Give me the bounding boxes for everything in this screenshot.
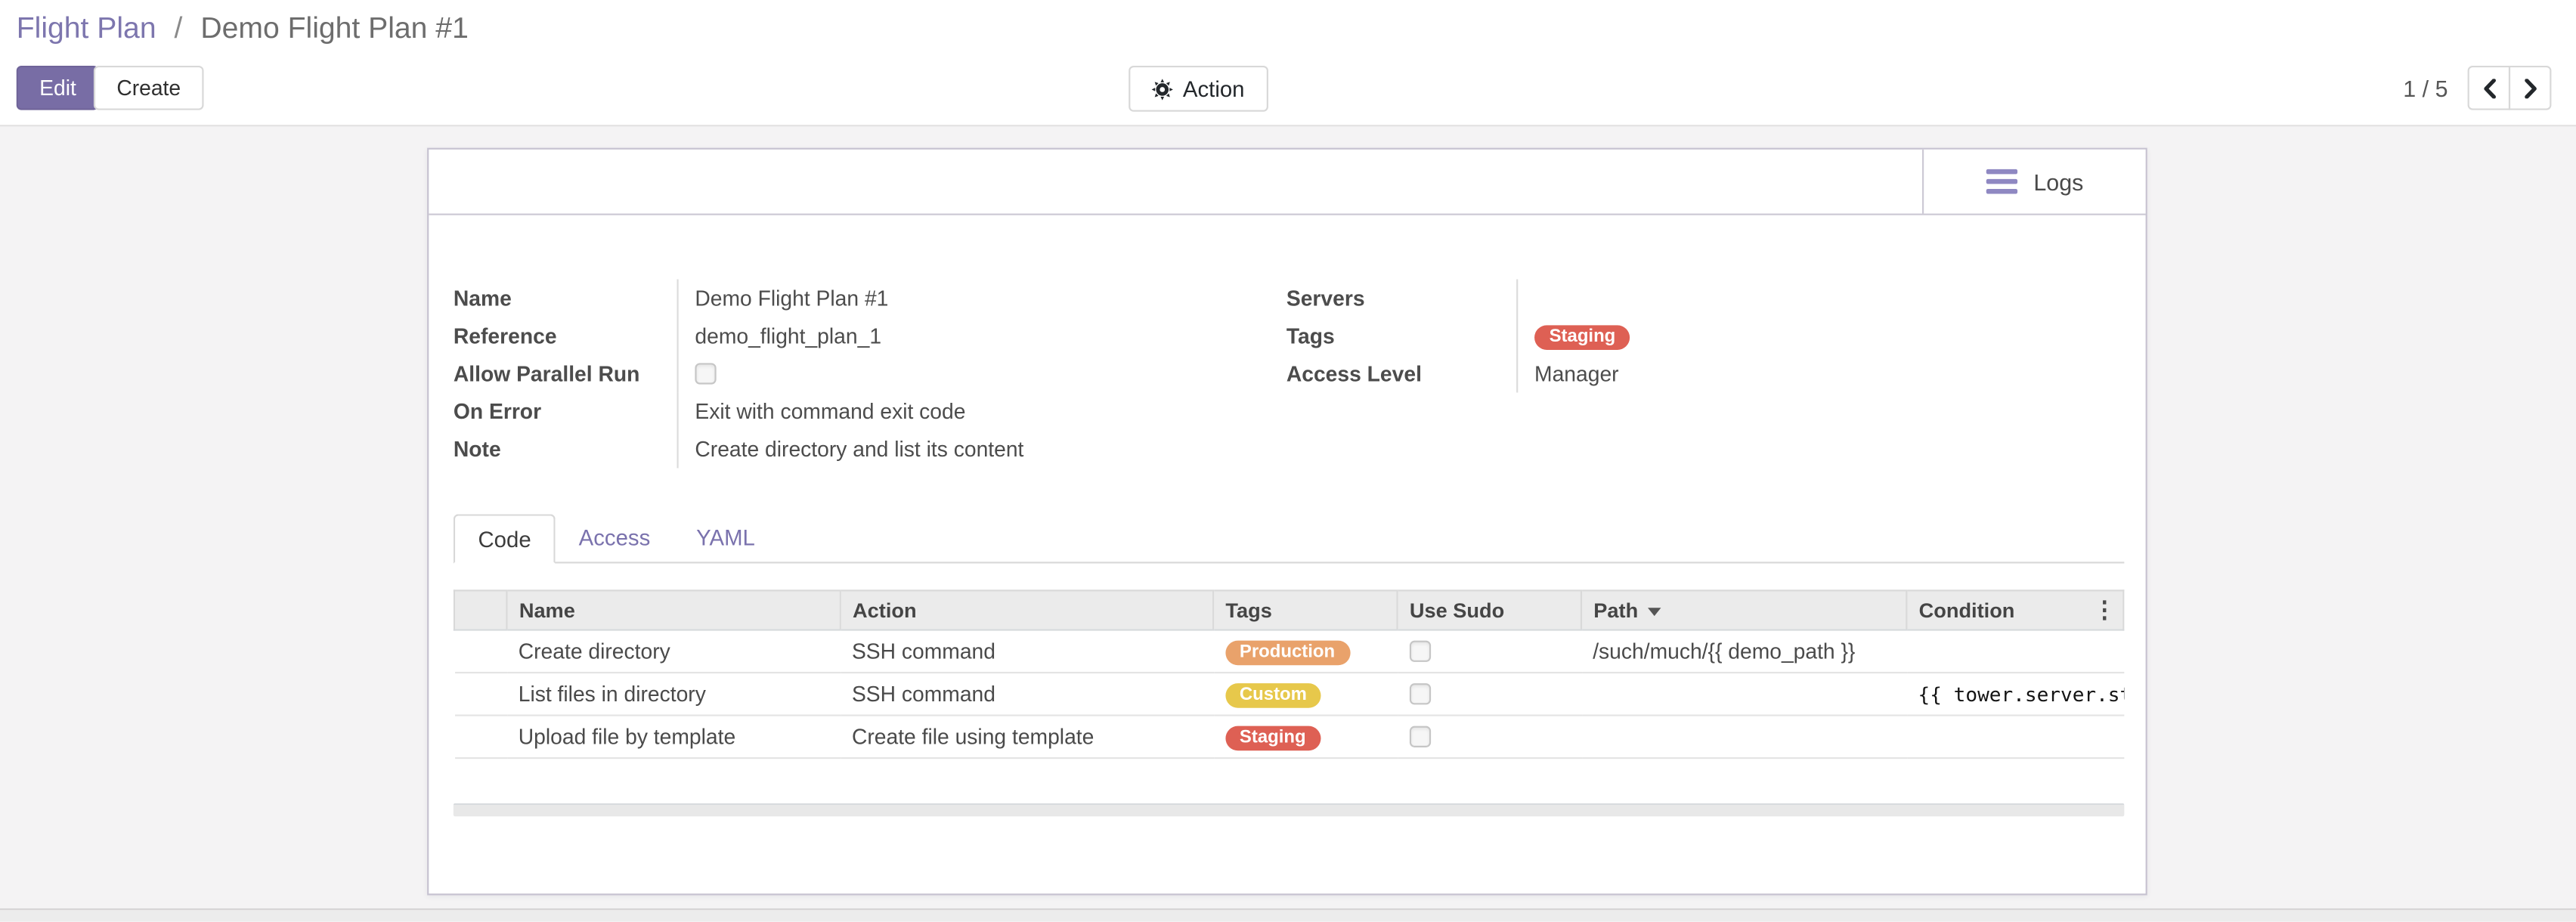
cell-path[interactable]: [1581, 673, 1907, 716]
control-panel: Flight Plan / Demo Flight Plan #1 Edit C…: [0, 0, 2576, 127]
pager-previous-button[interactable]: [2467, 65, 2511, 110]
table-header-row: Name Action Tags Use Sudo Path Condition: [453, 589, 2125, 631]
field-value-access-level: Manager: [1516, 354, 1992, 393]
breadcrumb-current: Demo Flight Plan #1: [200, 11, 469, 45]
logs-list-icon: [1986, 165, 2017, 199]
field-value-on-error: Exit with command exit code: [677, 392, 1218, 431]
allow-parallel-run-checkbox[interactable]: [695, 363, 717, 385]
cell-name[interactable]: Create directory: [506, 630, 841, 674]
tag-badge: Staging: [1225, 725, 1321, 750]
optional-columns-icon[interactable]: ⋮: [2093, 596, 2116, 623]
field-groups: Name Demo Flight Plan #1 Reference demo_…: [453, 279, 2121, 469]
field-label-name: Name: [453, 286, 512, 311]
field-group-left: Name Demo Flight Plan #1 Reference demo_…: [453, 279, 1219, 469]
cell-name[interactable]: Upload file by template: [506, 715, 841, 760]
field-value-reference: demo_flight_plan_1: [677, 317, 1218, 355]
use-sudo-checkbox[interactable]: [1408, 726, 1431, 748]
tab-access[interactable]: Access: [578, 525, 651, 551]
pager-next-button[interactable]: [2508, 65, 2552, 110]
pager-counter: 1 / 5: [2403, 74, 2448, 101]
field-value-note: Create directory and list its content: [677, 430, 1218, 469]
sheet-body: Name Demo Flight Plan #1 Reference demo_…: [429, 215, 2145, 817]
edit-button[interactable]: Edit: [16, 65, 100, 110]
cell-tags[interactable]: Custom: [1213, 673, 1398, 716]
cell-path[interactable]: /such/much/{{ demo_path }}: [1581, 630, 1907, 674]
tab-yaml[interactable]: YAML: [696, 525, 755, 551]
action-menu-button[interactable]: Action: [1129, 65, 1268, 112]
column-header-condition[interactable]: Condition: [1906, 589, 2125, 631]
logs-button-label: Logs: [2033, 168, 2084, 195]
record-sheet: Logs Name Demo Flight Plan #1 Reference …: [427, 147, 2147, 896]
cell-name[interactable]: List files in directory: [506, 673, 841, 716]
cell-condition[interactable]: [1906, 630, 2124, 674]
column-header-tags[interactable]: Tags: [1212, 589, 1398, 631]
cell-action[interactable]: Create file using template: [840, 715, 1214, 760]
column-header-use-sudo[interactable]: Use Sudo: [1396, 589, 1581, 631]
cell-use-sudo[interactable]: [1397, 715, 1581, 760]
field-value-name: Demo Flight Plan #1: [677, 279, 1218, 317]
logs-stat-button[interactable]: Logs: [1921, 149, 2146, 214]
cell-use-sudo[interactable]: [1397, 673, 1581, 716]
column-header-name[interactable]: Name: [506, 589, 841, 631]
breadcrumb: Flight Plan / Demo Flight Plan #1: [17, 11, 469, 46]
field-value-allow-parallel-run: [677, 354, 1218, 393]
window-bottom-edge: [0, 908, 2576, 922]
cell-tags[interactable]: Staging: [1213, 715, 1398, 760]
field-label-note: Note: [453, 437, 501, 462]
row-handle-cell: [454, 715, 507, 760]
cell-path[interactable]: [1581, 715, 1907, 760]
row-handle-cell: [454, 673, 507, 716]
commands-table: Name Action Tags Use Sudo Path Condition…: [453, 589, 2125, 760]
use-sudo-checkbox[interactable]: [1408, 640, 1431, 663]
cell-condition[interactable]: [1906, 715, 2124, 760]
breadcrumb-separator: /: [174, 11, 183, 45]
gear-icon: [1151, 78, 1173, 100]
field-label-servers: Servers: [1286, 286, 1365, 311]
field-label-on-error: On Error: [453, 399, 542, 424]
cell-action[interactable]: SSH command: [840, 630, 1214, 674]
chevron-left-icon: [2482, 78, 2497, 98]
tag-badge-staging: Staging: [1534, 325, 1630, 351]
field-label-tags: Tags: [1286, 323, 1335, 348]
notebook-tab-bar: Code Access YAML: [453, 514, 2125, 564]
field-label-reference: Reference: [453, 323, 557, 348]
tag-badge: Production: [1225, 639, 1350, 665]
row-handle-cell: [454, 630, 507, 674]
column-header-action[interactable]: Action: [839, 589, 1214, 631]
field-label-allow-parallel-run: Allow Parallel Run: [453, 361, 640, 386]
action-button-label: Action: [1182, 76, 1245, 101]
cell-action[interactable]: SSH command: [840, 673, 1214, 716]
table-row[interactable]: Upload file by template Create file usin…: [454, 715, 2124, 760]
cell-use-sudo[interactable]: [1397, 630, 1581, 674]
cell-condition[interactable]: {{ tower.server.st: [1906, 673, 2124, 716]
table-row[interactable]: Create directory SSH command Production …: [454, 630, 2124, 674]
sheet-button-box: Logs: [429, 149, 2146, 215]
chevron-right-icon: [2522, 78, 2537, 98]
field-value-tags: Staging: [1516, 317, 1992, 355]
table-row[interactable]: List files in directory SSH command Cust…: [454, 673, 2124, 716]
sort-desc-icon: [1648, 607, 1661, 616]
breadcrumb-parent-link[interactable]: Flight Plan: [16, 11, 156, 45]
field-label-access-level: Access Level: [1286, 361, 1422, 386]
cell-tags[interactable]: Production: [1213, 630, 1398, 674]
use-sudo-checkbox[interactable]: [1408, 683, 1431, 705]
horizontal-scrollbar[interactable]: [453, 803, 2125, 817]
tag-badge: Custom: [1225, 682, 1322, 707]
create-button[interactable]: Create: [93, 65, 204, 110]
column-header-handle: [453, 589, 507, 631]
pager: 1 / 5: [2403, 65, 2552, 110]
field-group-right: Servers Tags Staging Access Level Manage…: [1286, 279, 1993, 393]
tab-code[interactable]: Code: [453, 514, 556, 564]
field-value-servers: [1516, 279, 1992, 317]
column-header-path[interactable]: Path: [1580, 589, 1907, 631]
